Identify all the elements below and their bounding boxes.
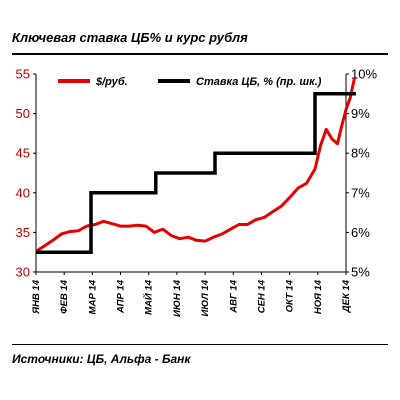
x-tick-label: МАЙ 14 [143,279,155,315]
y-right-tick-label: 5% [351,265,370,280]
y-left-tick-label: 50 [16,106,30,121]
y-right-tick-label: 8% [351,146,370,161]
x-tick-label: ЯНВ 14 [31,279,42,315]
x-tick-label: АПР 14 [116,279,127,314]
x-tick-label: СЕН 14 [256,279,267,313]
x-tick-label: МАР 14 [87,279,98,314]
series-layer [35,77,356,254]
series-key-rate-line [36,92,356,254]
y-right-tick-label: 6% [351,225,370,240]
y-axis-left: 30 35 40 45 50 55 [16,67,36,280]
legend: $/руб. Ставка ЦБ, % (пр. шк.) [58,76,322,88]
y-right-tick-label: 9% [351,106,370,121]
x-tick-label: НОЯ 14 [313,279,324,314]
x-tick-label: ФЕВ 14 [59,279,70,314]
x-axis: ЯНВ 14 ФЕВ 14 МАР 14 АПР 14 МАЙ 14 ИЮН 14 ИЮЛ … [31,272,352,317]
x-tick-label: ДЕК 14 [341,279,352,313]
title-rule [12,53,388,55]
source-note: Источники: ЦБ, Альфа - Банк [12,352,191,366]
y-axis-right: 5% 6% 7% 8% 9% 10% [346,67,377,280]
x-tick-label: ОКТ 14 [285,279,296,312]
series-ruble-line [35,77,356,253]
footer-rule [12,344,388,345]
y-left-tick-label: 55 [16,67,30,82]
y-left-tick-label: 35 [16,225,30,240]
y-left-tick-label: 30 [16,265,30,280]
chart-title: Ключевая ставка ЦБ% и курс рубля [12,30,248,45]
y-right-tick-label: 10% [351,67,377,82]
y-right-tick-label: 7% [351,185,370,200]
x-tick-label: ИЮН 14 [172,279,183,317]
legend-ruble-label: $/руб. [95,76,128,88]
x-tick-label: АВГ 14 [228,279,239,313]
y-left-tick-label: 40 [16,185,30,200]
x-tick-label: ИЮЛ 14 [200,279,211,316]
y-left-tick-label: 45 [16,146,30,161]
legend-key-rate-label: Ставка ЦБ, % (пр. шк.) [196,76,322,88]
